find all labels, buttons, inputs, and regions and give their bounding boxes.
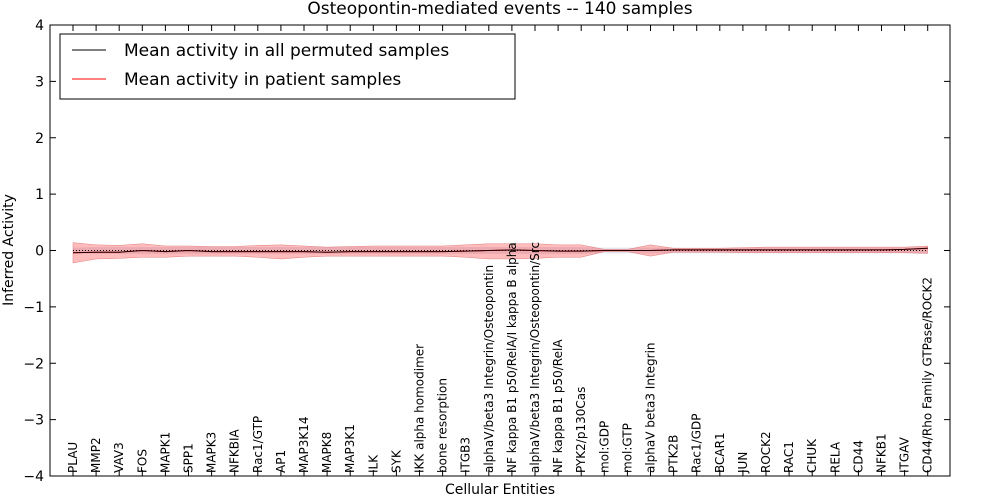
x-tick-label: MAP3K14 bbox=[297, 416, 311, 473]
x-axis-label: Cellular Entities bbox=[445, 482, 555, 498]
x-tick-label: ILK bbox=[366, 454, 380, 473]
x-tick-label: bone resorption bbox=[436, 378, 450, 473]
x-tick-label: NF kappa B1 p50/RelA bbox=[551, 339, 565, 473]
x-tick-label: NFKBIA bbox=[228, 428, 242, 473]
legend: Mean activity in all permuted samples Me… bbox=[59, 33, 516, 100]
x-tick-label: Rac1/GDP bbox=[690, 414, 704, 473]
x-tick-label: VAV3 bbox=[112, 442, 126, 473]
y-axis: −4 −3 −2 −1 0 1 2 3 4 bbox=[23, 18, 950, 485]
y-tick-label: 4 bbox=[35, 18, 44, 34]
y-axis-label: Inferred Activity bbox=[1, 194, 17, 306]
x-axis: PLAU MMP2 VAV3 FOS MAPK1 SPP1 MAPK3 NFKBIA Rac1/… bbox=[66, 25, 935, 476]
x-tick-label: NF kappa B1 p50/RelA/I kappa B alpha bbox=[505, 242, 519, 473]
x-tick-label: CD44/Rho Family GTPase/ROCK2 bbox=[921, 277, 935, 473]
line-mean-overlay bbox=[72, 247, 928, 254]
x-tick-label: mol:GDP bbox=[597, 421, 611, 473]
x-tick-label: FOS bbox=[135, 449, 149, 473]
x-tick-label: ITGAV bbox=[898, 436, 912, 473]
x-tick-label: CHUK bbox=[805, 438, 819, 473]
x-tick-label: ROCK2 bbox=[759, 431, 773, 473]
y-tick-label: −2 bbox=[23, 356, 44, 372]
x-tick-label: MAP3K1 bbox=[343, 424, 357, 473]
x-tick-label: PLAU bbox=[66, 442, 80, 473]
series-lines bbox=[72, 247, 928, 254]
y-tick-label: 0 bbox=[35, 244, 44, 260]
x-tick-label: SPP1 bbox=[182, 443, 196, 473]
x-tick-label: NFKB1 bbox=[875, 433, 889, 473]
legend-label-patient: Mean activity in patient samples bbox=[124, 70, 401, 90]
band-series-1 bbox=[72, 242, 928, 264]
legend-label-permuted: Mean activity in all permuted samples bbox=[124, 41, 449, 61]
x-tick-label: PYK2/p130Cas bbox=[574, 387, 588, 473]
x-tick-label: RAC1 bbox=[782, 441, 796, 473]
y-tick-label: −1 bbox=[23, 300, 44, 316]
x-tick-label: CD44 bbox=[851, 440, 865, 473]
x-tick-label: IKK alpha homodimer bbox=[413, 344, 427, 473]
x-tick-label: alphaV/beta3 Integrin/Osteopontin bbox=[482, 265, 496, 473]
x-tick-label: RELA bbox=[828, 441, 842, 473]
x-tick-label: AP1 bbox=[274, 450, 288, 473]
x-tick-label: PTK2B bbox=[667, 435, 681, 473]
chart-title: Osteopontin-mediated events -- 140 sampl… bbox=[307, 0, 692, 19]
x-tick-label: mol:GTP bbox=[620, 423, 634, 473]
y-tick-label: 3 bbox=[35, 74, 44, 90]
y-tick-label: −4 bbox=[23, 469, 44, 485]
y-tick-label: 2 bbox=[35, 131, 44, 147]
x-tick-label: ITGB3 bbox=[459, 437, 473, 473]
x-tick-label: MMP2 bbox=[89, 437, 103, 473]
x-tick-label: alphaV/beta3 Integrin/Osteopontin/Src bbox=[528, 242, 542, 473]
x-tick-label: BCAR1 bbox=[713, 432, 727, 473]
x-tick-label: MAPK3 bbox=[205, 432, 219, 473]
x-tick-label: MAPK8 bbox=[320, 432, 334, 473]
x-tick-label: MAPK1 bbox=[158, 432, 172, 473]
x-tick-label: alphaV beta3 Integrin bbox=[644, 342, 658, 473]
x-tick-label: JUN bbox=[736, 452, 750, 474]
legend-frame bbox=[59, 33, 516, 100]
y-tick-label: 1 bbox=[35, 187, 44, 203]
x-tick-label: Rac1/GTP bbox=[251, 416, 265, 473]
y-tick-label: −3 bbox=[23, 413, 44, 429]
x-tick-label: SYK bbox=[389, 449, 403, 473]
